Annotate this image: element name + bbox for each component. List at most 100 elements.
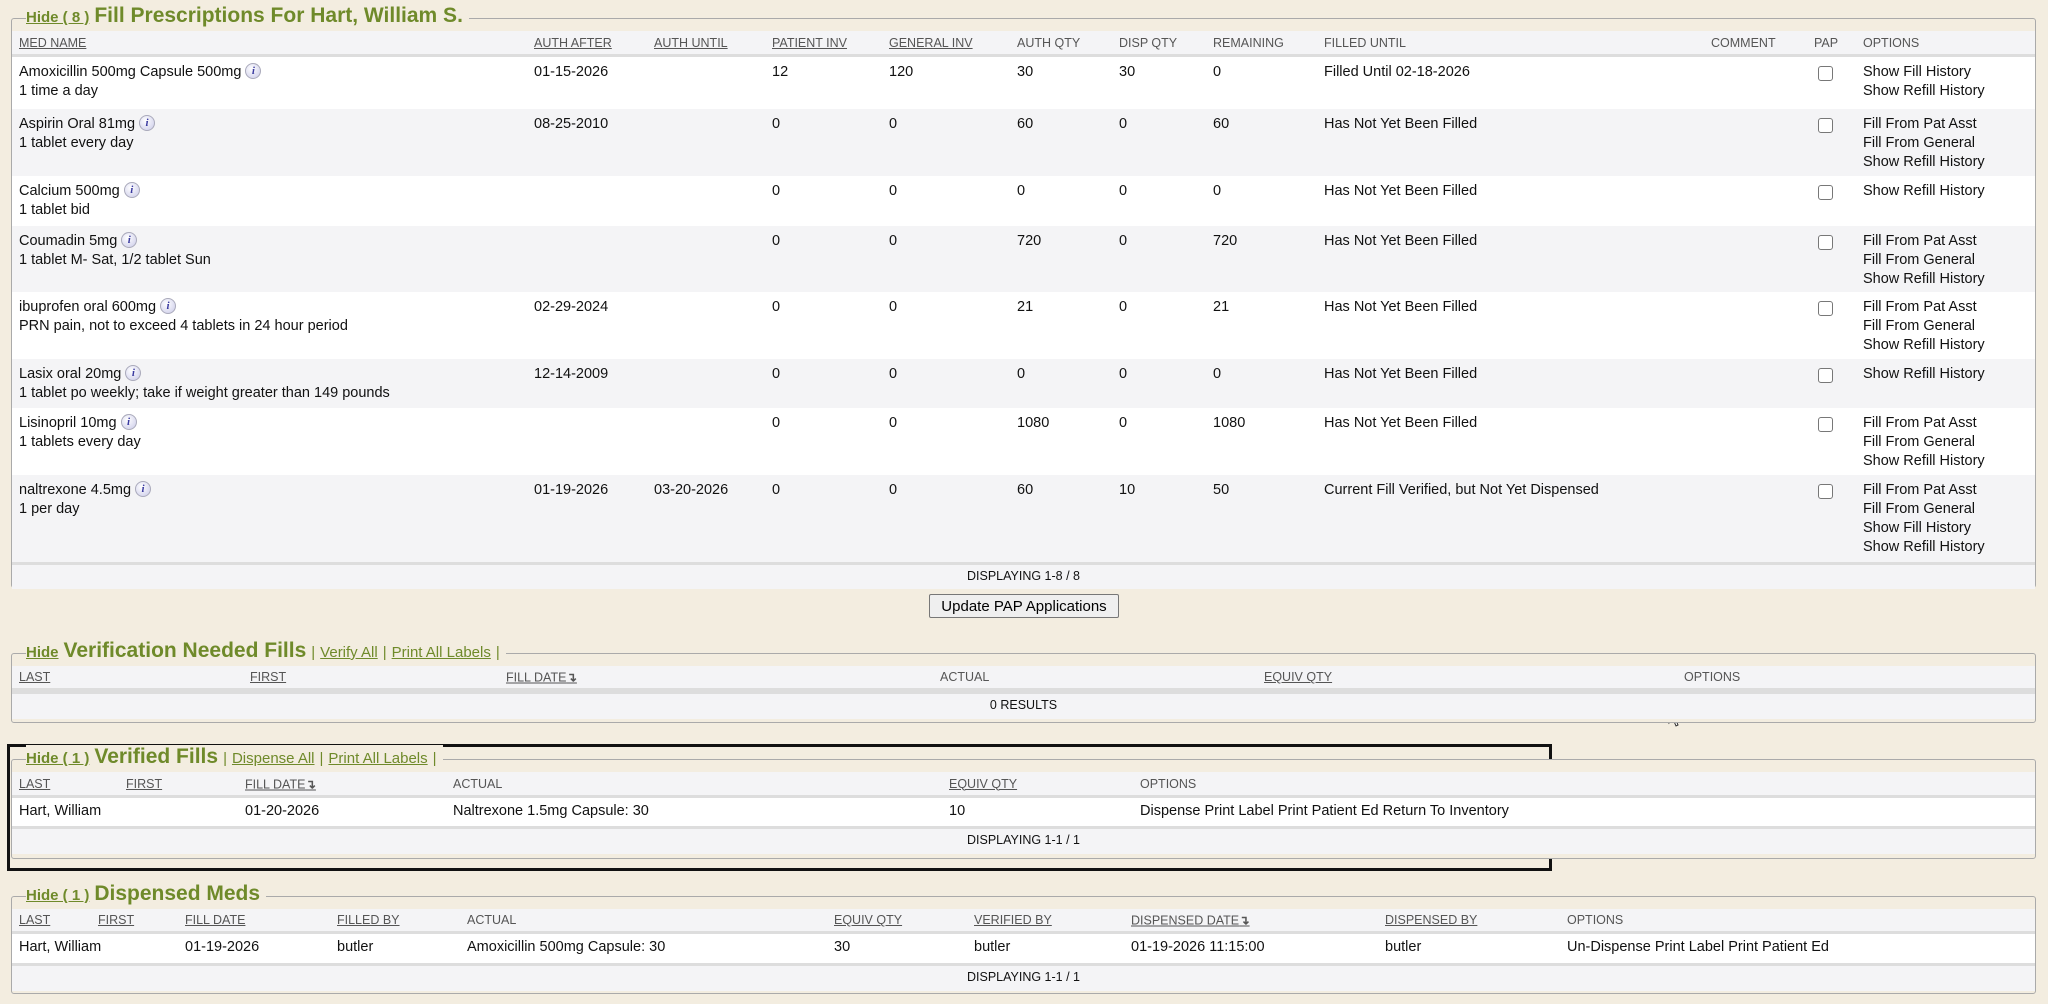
column-header-last[interactable]: LAST — [19, 776, 51, 791]
show-refill-history-link[interactable]: Show Refill History — [1863, 271, 1985, 287]
verify-all-link[interactable]: Verify All — [320, 644, 378, 661]
pap-checkbox[interactable] — [1818, 301, 1833, 316]
column-header-dispensed-date[interactable]: DISPENSED DATE↴ — [1131, 913, 1250, 928]
patient-inv-cell: 12 — [772, 64, 789, 80]
disp-qty-cell: 0 — [1119, 183, 1128, 199]
print-all-labels-link[interactable]: Print All Labels — [391, 644, 491, 661]
section-title: Fill Prescriptions For Hart, William S. — [94, 4, 463, 27]
column-header-filled-until: FILLED UNTIL — [1324, 35, 1406, 50]
show-refill-history-link[interactable]: Show Refill History — [1863, 366, 1985, 382]
column-header-patient-inv[interactable]: PATIENT INV — [772, 35, 848, 50]
column-header-equiv-qty[interactable]: EQUIV QTY — [834, 913, 903, 927]
show-fill-history-link[interactable]: Show Fill History — [1863, 64, 1971, 80]
fill-from-pat-asst-link[interactable]: Fill From Pat Asst — [1863, 299, 1977, 315]
med-name: ibuprofen oral 600mg — [19, 299, 157, 315]
column-header-options: OPTIONS — [1863, 35, 1920, 50]
table-row: Hart, William 01-20-2026 Naltrexone 1.5mg … — [12, 798, 2035, 826]
info-icon[interactable]: i — [123, 182, 140, 198]
pap-checkbox[interactable] — [1818, 368, 1833, 383]
column-header-fill-date[interactable]: FILL DATE — [185, 913, 246, 927]
pap-checkbox[interactable] — [1818, 235, 1833, 250]
fill-from-pat-asst-link[interactable]: Fill From Pat Asst — [1863, 482, 1977, 498]
return-to-inventory-link[interactable]: Return To Inventory — [1382, 803, 1509, 819]
hide-link[interactable]: Hide ( 1 ) — [26, 750, 90, 767]
info-icon[interactable]: i — [125, 365, 142, 381]
fill-from-general-link[interactable]: Fill From General — [1863, 252, 1975, 268]
fill-from-pat-asst-link[interactable]: Fill From Pat Asst — [1863, 415, 1977, 431]
column-header-dispensed-by[interactable]: DISPENSED BY — [1385, 913, 1478, 927]
fill-from-pat-asst-link[interactable]: Fill From Pat Asst — [1863, 116, 1977, 132]
med-name: Lasix oral 20mg — [19, 366, 122, 382]
pap-checkbox[interactable] — [1818, 484, 1833, 499]
sort-desc-icon[interactable]: ↴ — [566, 670, 577, 685]
column-header-fill-date[interactable]: FILL DATE↴ — [506, 670, 577, 685]
options-cell: Show Refill History — [1863, 182, 1985, 201]
show-refill-history-link[interactable]: Show Refill History — [1863, 183, 1985, 199]
general-inv-cell: 0 — [889, 482, 898, 498]
fill-from-general-link[interactable]: Fill From General — [1863, 135, 1975, 151]
pap-checkbox[interactable] — [1818, 118, 1833, 133]
patient-inv-cell: 0 — [772, 366, 781, 382]
show-refill-history-link[interactable]: Show Refill History — [1863, 453, 1985, 469]
print-patient-ed-link[interactable]: Print Patient Ed — [1728, 939, 1829, 955]
column-header-med-name[interactable]: MED NAME — [19, 35, 87, 50]
column-header-first[interactable]: FIRST — [126, 776, 163, 791]
column-header-general-inv[interactable]: GENERAL INV — [889, 35, 973, 50]
show-refill-history-link[interactable]: Show Refill History — [1863, 539, 1985, 555]
info-icon[interactable]: i — [245, 63, 262, 79]
info-icon[interactable]: i — [139, 115, 156, 131]
remaining-cell: 0 — [1213, 366, 1222, 382]
info-icon[interactable]: i — [120, 414, 137, 430]
hide-link[interactable]: Hide — [26, 644, 59, 661]
column-header-first[interactable]: FIRST — [98, 913, 135, 927]
hide-link[interactable]: Hide ( 1 ) — [26, 887, 90, 904]
column-header-options: OPTIONS — [1567, 913, 1624, 927]
table-row: Hart, William 01-19-2026 butler Amoxicillin… — [12, 934, 2035, 963]
show-refill-history-link[interactable]: Show Refill History — [1863, 154, 1985, 170]
hide-link[interactable]: Hide ( 8 ) — [26, 9, 90, 26]
fill-from-general-link[interactable]: Fill From General — [1863, 318, 1975, 334]
table-row: Lasix oral 20mg i 1 tablet po weekly; take… — [12, 359, 2035, 408]
dispense-all-link[interactable]: Dispense All — [231, 750, 315, 767]
info-icon[interactable]: i — [135, 481, 152, 497]
table-header: LAST FIRST FILL DATE↴ ACTUAL EQUIV QTY OPTION… — [12, 772, 2035, 798]
print-patient-ed-link[interactable]: Print Patient Ed — [1277, 803, 1379, 819]
column-header-auth-until[interactable]: AUTH UNTIL — [654, 35, 728, 50]
column-header-fill-date[interactable]: FILL DATE↴ — [245, 777, 316, 791]
column-header-equiv-qty[interactable]: EQUIV QTY — [949, 776, 1018, 791]
med-name-cell: Aspirin Oral 81mg i 1 tablet every day — [19, 115, 156, 153]
verified-fills-legend: Hide ( 1 ) Verified Fills | Dispense All | Pr… — [26, 745, 443, 769]
show-refill-history-link[interactable]: Show Refill History — [1863, 83, 1985, 99]
filled-until-cell: Has Not Yet Been Filled — [1324, 415, 1478, 431]
fill-from-general-link[interactable]: Fill From General — [1863, 434, 1975, 450]
fill-from-pat-asst-link[interactable]: Fill From Pat Asst — [1863, 233, 1977, 249]
print-label-link[interactable]: Print Label — [1654, 939, 1725, 955]
info-icon[interactable]: i — [160, 298, 177, 314]
column-header-last[interactable]: LAST — [19, 913, 51, 927]
un-dispense-link[interactable]: Un-Dispense — [1567, 939, 1651, 955]
pap-checkbox[interactable] — [1818, 66, 1833, 81]
table-header: LAST FIRST FILL DATE FILLED BY ACTUAL EQUIV Q… — [12, 909, 2035, 934]
column-header-last[interactable]: LAST — [19, 670, 51, 684]
pap-checkbox[interactable] — [1818, 185, 1833, 200]
fill-from-general-link[interactable]: Fill From General — [1863, 501, 1975, 517]
column-header-first[interactable]: FIRST — [250, 670, 287, 684]
print-all-labels-link[interactable]: Print All Labels — [328, 750, 428, 767]
pap-checkbox[interactable] — [1818, 417, 1833, 432]
verified-by-cell: butler — [974, 939, 1011, 955]
sort-desc-icon[interactable]: ↴ — [1239, 913, 1250, 928]
column-header-verified-by[interactable]: VERIFIED BY — [974, 913, 1052, 927]
sort-desc-icon[interactable]: ↴ — [305, 777, 316, 791]
print-label-link[interactable]: Print Label — [1204, 803, 1274, 819]
info-icon[interactable]: i — [121, 232, 138, 248]
column-header-filled-by[interactable]: FILLED BY — [337, 913, 400, 927]
update-pap-applications-button[interactable]: Update PAP Applications — [929, 594, 1119, 618]
column-header-auth-after[interactable]: AUTH AFTER — [534, 35, 612, 50]
show-fill-history-link[interactable]: Show Fill History — [1863, 520, 1971, 536]
dispense-link[interactable]: Dispense — [1140, 803, 1201, 819]
show-refill-history-link[interactable]: Show Refill History — [1863, 337, 1985, 353]
auth-qty-cell: 21 — [1017, 299, 1034, 315]
column-header-equiv-qty[interactable]: EQUIV QTY — [1264, 670, 1333, 684]
patient-inv-cell: 0 — [772, 116, 781, 132]
disp-qty-cell: 0 — [1119, 233, 1128, 249]
